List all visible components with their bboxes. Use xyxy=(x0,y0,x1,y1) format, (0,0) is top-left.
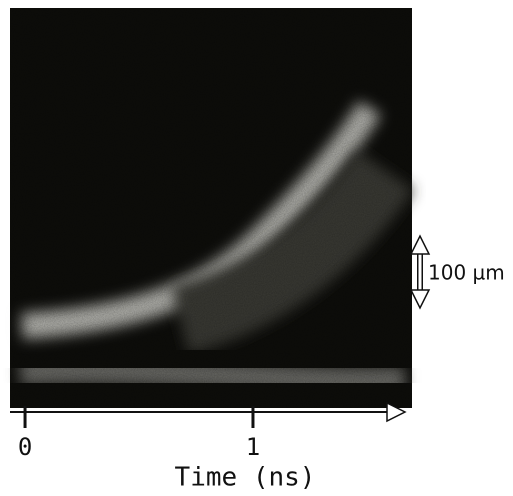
x-tick-label: 0 xyxy=(18,433,32,461)
streak-image xyxy=(10,8,414,408)
scale-bar-label: 100 µm xyxy=(428,261,505,285)
x-axis-arrow xyxy=(386,401,407,423)
x-axis-label: Time (ns) xyxy=(175,463,316,493)
x-tick-label: 1 xyxy=(246,433,260,461)
scale-bar xyxy=(409,234,431,310)
